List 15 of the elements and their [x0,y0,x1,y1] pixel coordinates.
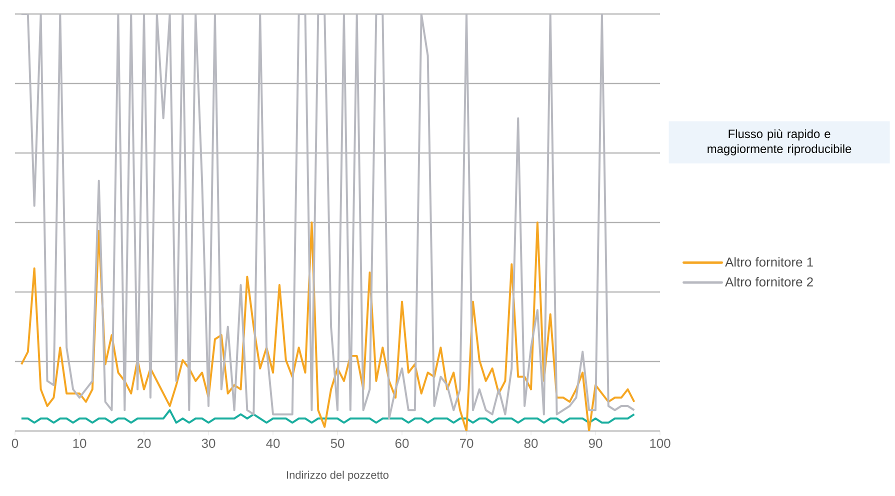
x-tick-label: 80 [524,438,538,448]
x-tick-label: 30 [202,438,216,448]
x-tick-label: 70 [460,438,474,448]
x-tick-label: 50 [330,438,344,448]
text: Flusso più rapido e maggiormente riproducibile [708,129,852,156]
x-tick-label: 90 [588,438,602,448]
x-tick-label: 40 [266,438,280,448]
x-axis-title: Indirizzo del pozzetto [287,470,388,481]
x-tick-label: 0 [12,438,18,448]
x-tick-label: 20 [137,438,151,448]
legend-label: Altro fornitore 1 [725,257,813,267]
x-tick-label: 100 [650,438,670,448]
x-tick-label: 60 [395,438,409,448]
x-tick-label: 10 [73,438,86,448]
legend-label: Altro fornitore 2 [725,277,813,287]
